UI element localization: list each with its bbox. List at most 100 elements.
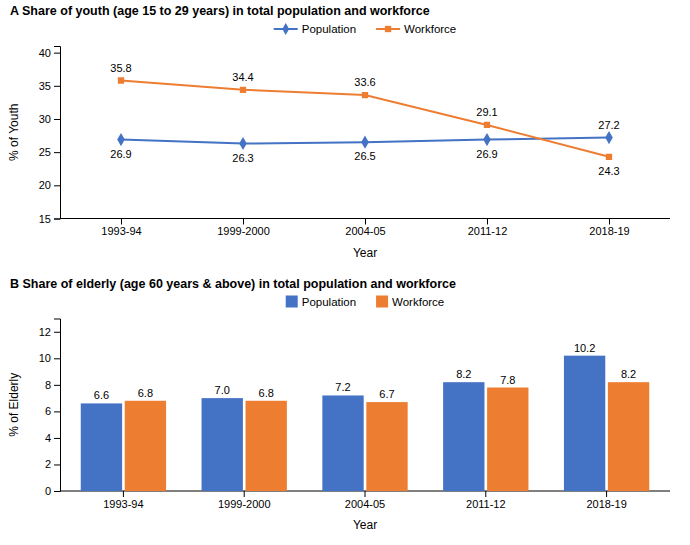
y-tick-label: 30 (39, 113, 51, 125)
x-tick-label: 2011-12 (466, 498, 506, 510)
marks (81, 356, 649, 491)
panel: 1993-941999-20002004-052011-122018-19152… (7, 4, 670, 260)
legend-swatch (286, 296, 298, 308)
x-tick-mark (606, 491, 607, 497)
y-tick-mark (54, 464, 60, 465)
data-label: 6.6 (94, 389, 109, 401)
legend-swatch (385, 26, 391, 32)
data-label: 35.8 (110, 62, 131, 74)
data-label: 10.2 (574, 342, 595, 354)
y-tick-mark (54, 332, 60, 333)
y-axis: 024681012 (39, 319, 61, 497)
data-label: 26.9 (110, 148, 131, 160)
chart-canvas: 1993-941999-20002004-052011-122018-19152… (0, 0, 690, 545)
legend-label: Workforce (392, 296, 444, 308)
y-tick-label: 2 (45, 458, 51, 470)
plot-area (117, 77, 613, 160)
x-tick-mark (243, 219, 244, 225)
bar (487, 388, 528, 492)
x-axis: 1993-941999-20002004-052011-122018-19 (60, 491, 670, 510)
marker (117, 133, 125, 146)
y-tick-label: 10 (39, 352, 51, 364)
marker (605, 131, 613, 144)
x-tick: 1999-2000 (218, 491, 271, 510)
y-tick-mark (54, 358, 60, 359)
y-tick: 0 (45, 485, 60, 497)
y-tick: 30 (39, 113, 60, 125)
y-tick-mark (54, 119, 60, 120)
data-label: 34.4 (232, 71, 253, 83)
legend-item: Population (286, 296, 356, 308)
y-tick-mark (54, 53, 60, 54)
y-tick: 2 (45, 458, 60, 470)
data-label: 7.8 (500, 374, 515, 386)
bar (608, 382, 649, 491)
y-tick-label: 6 (45, 405, 51, 417)
bar (564, 356, 605, 491)
data-label: 7.2 (335, 381, 350, 393)
x-axis-title: Year (353, 518, 377, 532)
y-axis: 152025303540 (39, 47, 61, 225)
marker (362, 92, 368, 98)
marker (361, 136, 369, 149)
y-tick-mark (54, 185, 60, 186)
y-tick-label: 15 (39, 213, 51, 225)
chart-title: A Share of youth (age 15 to 29 years) in… (10, 4, 430, 18)
data-label: 6.8 (259, 387, 274, 399)
x-tick: 2018-19 (589, 219, 629, 238)
data-label: 24.3 (598, 165, 619, 177)
panel: 1993-941999-20002004-052011-122018-19024… (7, 277, 670, 533)
y-tick-mark (54, 438, 60, 439)
y-tick-mark (54, 411, 60, 412)
y-tick: 25 (39, 146, 60, 158)
y-tick-label: 35 (39, 80, 51, 92)
x-tick-label: 1999-2000 (217, 225, 270, 237)
x-tick-mark (121, 219, 122, 225)
y-tick-mark (54, 86, 60, 87)
data-label: 6.7 (379, 388, 394, 400)
legend-item: Workforce (376, 23, 456, 35)
y-tick-label: 8 (45, 379, 51, 391)
x-tick: 2018-19 (586, 491, 626, 510)
x-axis-title: Year (353, 246, 377, 260)
y-tick-label: 20 (39, 179, 51, 191)
line (121, 81, 609, 157)
x-tick-mark (609, 219, 610, 225)
x-axis: 1993-941999-20002004-052011-122018-19 (60, 219, 670, 238)
bar (202, 398, 243, 491)
y-tick: 8 (45, 379, 60, 391)
bar (246, 401, 287, 491)
bar (125, 401, 166, 491)
chart-title: B Share of elderly (age 60 years & above… (10, 277, 456, 291)
marker (483, 133, 491, 146)
marker (118, 77, 124, 83)
data-label: 8.2 (456, 368, 471, 380)
x-tick-label: 2011-12 (468, 225, 508, 237)
legend-swatch (376, 296, 388, 308)
legend: Population Workforce (274, 23, 457, 35)
legend-item: Workforce (376, 296, 444, 308)
y-axis-title: % of Youth (7, 104, 21, 161)
x-tick: 2011-12 (466, 491, 506, 510)
y-axis-title: % of Elderly (7, 373, 21, 437)
data-label: 6.8 (138, 387, 153, 399)
marker (606, 154, 612, 160)
y-axis-line (54, 319, 61, 492)
y-tick: 35 (39, 80, 60, 92)
x-tick: 1993-94 (103, 491, 143, 510)
y-axis-line (54, 47, 61, 220)
y-tick-mark (54, 491, 60, 492)
marker (484, 122, 490, 128)
data-label: 26.5 (354, 150, 375, 162)
y-tick: 15 (39, 213, 60, 225)
legend-label: Population (302, 23, 356, 35)
marks (117, 77, 613, 160)
y-tick: 10 (39, 352, 60, 364)
x-tick-mark (485, 491, 486, 497)
x-tick-label: 1993-94 (101, 225, 141, 237)
bar (443, 382, 484, 491)
legend-swatch (282, 23, 289, 35)
y-tick-mark (54, 152, 60, 153)
legend-label: Population (302, 296, 356, 308)
data-label: 26.3 (232, 152, 253, 164)
